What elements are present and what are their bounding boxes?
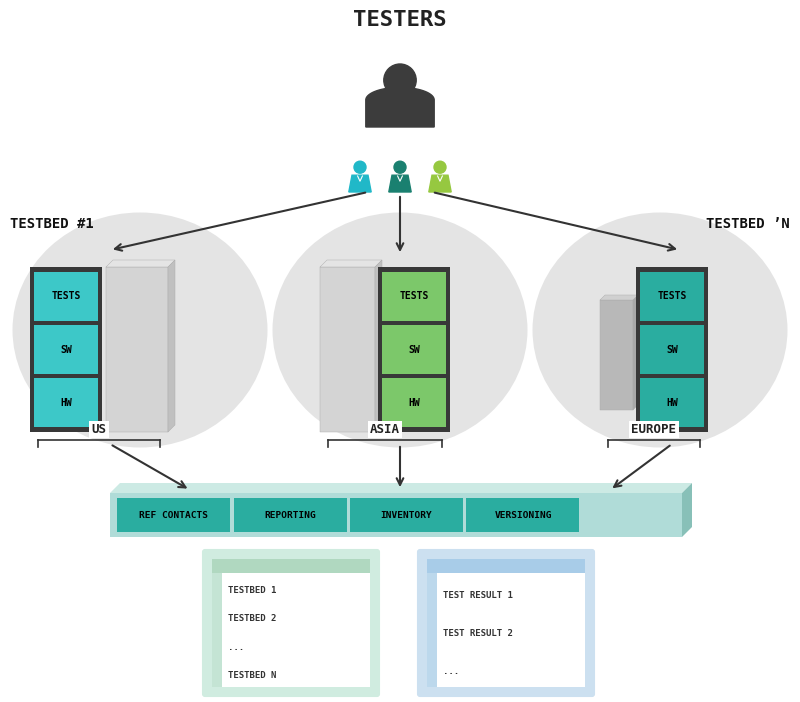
Text: TESTBED #1: TESTBED #1 xyxy=(10,217,94,231)
Text: REF CONTACTS: REF CONTACTS xyxy=(139,510,208,519)
Ellipse shape xyxy=(273,213,527,447)
Polygon shape xyxy=(600,295,638,300)
Text: SW: SW xyxy=(666,345,678,355)
FancyBboxPatch shape xyxy=(427,559,585,687)
Polygon shape xyxy=(366,88,434,127)
Text: TESTS: TESTS xyxy=(51,291,81,301)
Text: TESTS: TESTS xyxy=(399,291,429,301)
Text: TESTBED 1: TESTBED 1 xyxy=(228,585,276,595)
Text: TESTERS: TESTERS xyxy=(353,10,447,30)
Circle shape xyxy=(394,161,406,173)
FancyBboxPatch shape xyxy=(234,498,346,532)
Text: SW: SW xyxy=(60,345,72,355)
Text: VERSIONING: VERSIONING xyxy=(494,510,552,519)
Text: REPORTING: REPORTING xyxy=(264,510,316,519)
FancyBboxPatch shape xyxy=(34,272,98,321)
Text: TESTBED N: TESTBED N xyxy=(228,671,276,680)
Polygon shape xyxy=(106,260,175,267)
Text: TEST RESULT 1: TEST RESULT 1 xyxy=(443,591,513,600)
Text: US: US xyxy=(91,423,106,436)
Polygon shape xyxy=(682,483,692,537)
FancyBboxPatch shape xyxy=(466,498,579,532)
Polygon shape xyxy=(389,176,411,192)
FancyBboxPatch shape xyxy=(106,267,168,432)
FancyBboxPatch shape xyxy=(110,493,682,537)
Polygon shape xyxy=(375,260,382,432)
FancyBboxPatch shape xyxy=(427,559,585,573)
Text: ...: ... xyxy=(228,642,244,651)
Text: TESTS: TESTS xyxy=(658,291,686,301)
FancyBboxPatch shape xyxy=(34,325,98,374)
Polygon shape xyxy=(349,176,371,192)
Text: SW: SW xyxy=(408,345,420,355)
FancyBboxPatch shape xyxy=(212,559,370,687)
Polygon shape xyxy=(429,176,451,192)
Text: TESTBED 2: TESTBED 2 xyxy=(228,614,276,623)
FancyBboxPatch shape xyxy=(600,300,633,410)
FancyBboxPatch shape xyxy=(640,378,704,427)
FancyBboxPatch shape xyxy=(640,325,704,374)
Text: HW: HW xyxy=(666,397,678,408)
Text: EUROPE: EUROPE xyxy=(631,423,677,436)
Text: ASIA: ASIA xyxy=(370,423,400,436)
FancyBboxPatch shape xyxy=(320,267,375,432)
Text: HW: HW xyxy=(60,397,72,408)
FancyBboxPatch shape xyxy=(203,550,379,696)
FancyBboxPatch shape xyxy=(350,498,463,532)
Polygon shape xyxy=(110,483,692,493)
Text: TEST RESULT 2: TEST RESULT 2 xyxy=(443,629,513,638)
Ellipse shape xyxy=(533,213,787,447)
Ellipse shape xyxy=(13,213,267,447)
Circle shape xyxy=(354,161,366,173)
Polygon shape xyxy=(168,260,175,432)
Text: INVENTORY: INVENTORY xyxy=(381,510,432,519)
FancyBboxPatch shape xyxy=(30,267,102,432)
Text: TESTBED ’N: TESTBED ’N xyxy=(706,217,790,231)
FancyBboxPatch shape xyxy=(427,573,437,687)
FancyBboxPatch shape xyxy=(640,272,704,321)
FancyBboxPatch shape xyxy=(382,272,446,321)
FancyBboxPatch shape xyxy=(212,573,222,687)
FancyBboxPatch shape xyxy=(117,498,230,532)
FancyBboxPatch shape xyxy=(212,559,370,573)
Circle shape xyxy=(384,64,416,96)
Text: HW: HW xyxy=(408,397,420,408)
FancyBboxPatch shape xyxy=(636,267,708,432)
Circle shape xyxy=(434,161,446,173)
FancyBboxPatch shape xyxy=(378,267,450,432)
FancyBboxPatch shape xyxy=(418,550,594,696)
Text: ...: ... xyxy=(443,668,459,676)
FancyBboxPatch shape xyxy=(382,325,446,374)
Polygon shape xyxy=(633,295,638,410)
Polygon shape xyxy=(320,260,382,267)
FancyBboxPatch shape xyxy=(34,378,98,427)
FancyBboxPatch shape xyxy=(382,378,446,427)
